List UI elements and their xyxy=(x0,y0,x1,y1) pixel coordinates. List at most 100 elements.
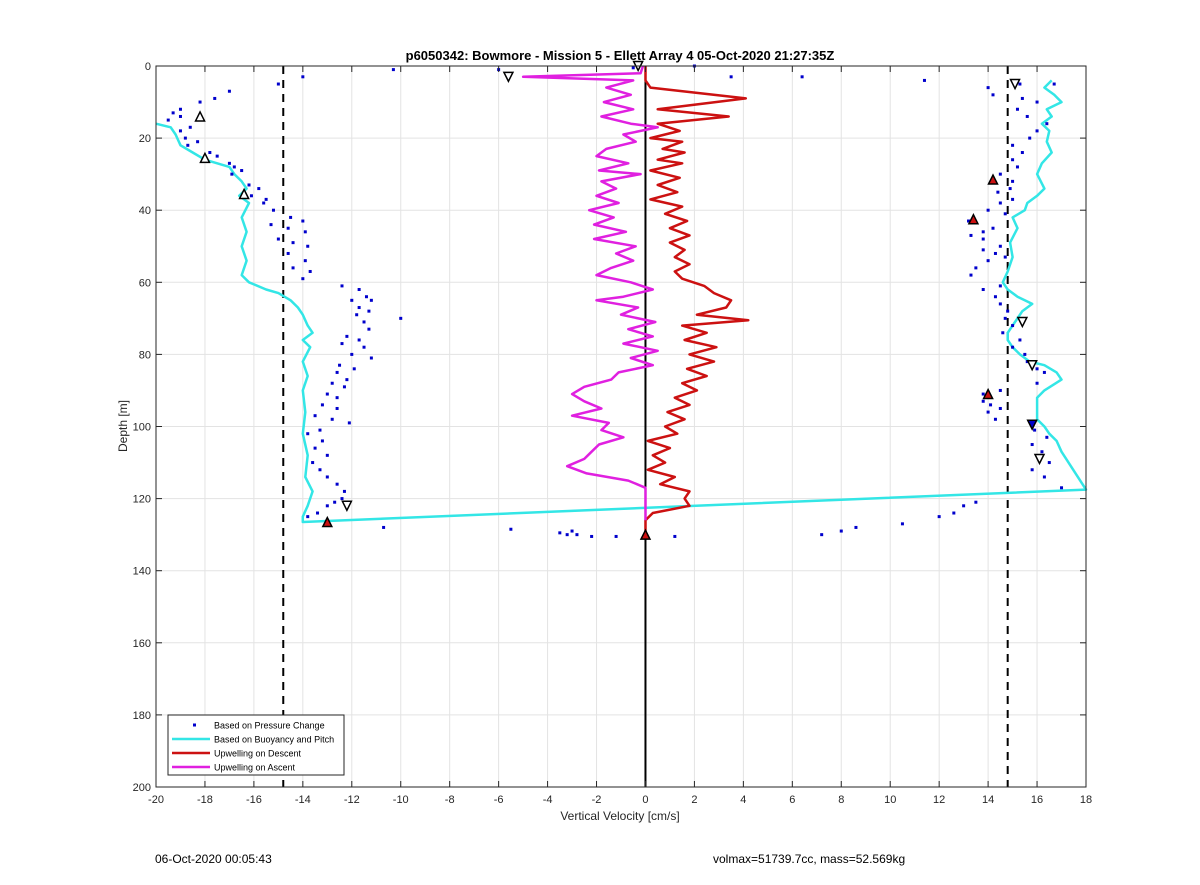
pressure-change-points xyxy=(166,64,1064,538)
pressure-change-point xyxy=(1008,187,1012,191)
pressure-change-point xyxy=(981,288,985,292)
pressure-change-point xyxy=(340,342,344,346)
legend-swatch-dot xyxy=(193,723,196,727)
pressure-change-point xyxy=(303,259,307,263)
down-triangle-marker xyxy=(1026,419,1038,431)
pressure-change-point xyxy=(335,482,339,486)
pressure-change-point xyxy=(673,534,677,538)
pressure-change-point xyxy=(340,497,344,501)
down-triangle-marker xyxy=(341,500,353,512)
pressure-change-point xyxy=(325,475,329,479)
pressure-change-point xyxy=(352,367,356,371)
pressure-change-point xyxy=(367,327,371,331)
pressure-change-point xyxy=(208,151,212,155)
up-triangle-marker xyxy=(199,151,211,164)
down-triangle-marker xyxy=(1033,453,1046,466)
x-tick-label: 0 xyxy=(642,794,648,806)
pressure-change-point xyxy=(1001,331,1005,335)
pressure-change-point xyxy=(1025,360,1029,364)
up-triangle-marker xyxy=(321,515,334,528)
x-tick-label: 18 xyxy=(1080,794,1092,806)
y-tick-label: 60 xyxy=(139,277,151,289)
pressure-change-point xyxy=(350,298,354,302)
pressure-change-point xyxy=(318,468,322,472)
pressure-change-point xyxy=(320,403,324,407)
y-tick-label: 180 xyxy=(133,710,151,722)
reference-lines xyxy=(282,66,1009,787)
pressure-change-point xyxy=(1047,461,1051,465)
down-triangle-marker xyxy=(1016,316,1029,329)
pressure-change-point xyxy=(362,345,366,349)
pressure-change-point xyxy=(286,251,290,255)
pressure-change-point xyxy=(227,161,231,165)
pressure-change-point xyxy=(993,251,997,255)
legend-box xyxy=(167,714,345,776)
up-triangle-marker xyxy=(967,213,980,225)
pressure-change-point xyxy=(981,230,985,234)
pressure-change-point xyxy=(355,313,359,317)
x-tick-label: -12 xyxy=(344,794,360,806)
pressure-change-point xyxy=(369,298,373,302)
pressure-change-point xyxy=(1028,136,1032,140)
pressure-change-point xyxy=(399,316,403,320)
pressure-change-point xyxy=(196,140,200,144)
x-tick-label: 10 xyxy=(884,794,896,806)
pressure-change-point xyxy=(364,295,368,299)
footer-timestamp: 06-Oct-2020 00:05:43 xyxy=(155,852,272,866)
pressure-change-point xyxy=(998,201,1002,205)
pressure-change-point xyxy=(1003,255,1007,259)
pressure-change-point xyxy=(1020,151,1024,155)
pressure-change-point xyxy=(998,388,1002,392)
pressure-change-point xyxy=(1011,345,1015,349)
pressure-change-point xyxy=(1035,367,1039,371)
y-tick-label: 120 xyxy=(133,494,151,506)
pressure-change-point xyxy=(345,378,349,382)
pressure-change-point xyxy=(967,219,971,223)
y-tick-label: 80 xyxy=(139,349,151,361)
pressure-change-point xyxy=(1015,165,1019,169)
pressure-change-point xyxy=(575,533,579,537)
pressure-change-point xyxy=(325,504,329,508)
pressure-change-point xyxy=(922,78,926,82)
y-tick-label: 100 xyxy=(133,422,151,434)
turnaround-markers xyxy=(194,60,1046,540)
pressure-change-point xyxy=(1042,475,1046,479)
pressure-change-point xyxy=(1030,443,1034,447)
pressure-change-point xyxy=(969,273,973,277)
up-triangle-marker xyxy=(982,387,994,400)
x-axis-label: Vertical Velocity [cm/s] xyxy=(560,809,679,823)
pressure-change-point xyxy=(276,82,280,86)
pressure-change-point xyxy=(271,208,275,212)
down-triangle-marker xyxy=(1009,78,1021,91)
pressure-change-point xyxy=(1033,428,1037,432)
pressure-change-point xyxy=(166,118,170,122)
chart-title: p6050342: Bowmore - Mission 5 - Ellett A… xyxy=(406,48,835,63)
pressure-change-point xyxy=(325,453,329,457)
legend-label: Upwelling on Ascent xyxy=(214,763,296,773)
x-tick-label: -4 xyxy=(543,794,553,806)
pressure-change-point xyxy=(232,165,236,169)
pressure-change-point xyxy=(1052,82,1056,86)
x-tick-label: -10 xyxy=(393,794,409,806)
pressure-change-point xyxy=(369,356,373,360)
pressure-change-point xyxy=(342,489,346,493)
pressure-change-point xyxy=(313,446,317,450)
pressure-change-point xyxy=(1030,468,1034,472)
pressure-change-point xyxy=(257,187,261,191)
pressure-change-point xyxy=(183,136,187,140)
pressure-change-point xyxy=(1060,486,1064,490)
pressure-change-point xyxy=(854,525,858,529)
pressure-change-point xyxy=(316,511,320,515)
pressure-change-point xyxy=(289,215,293,219)
up-triangle-marker xyxy=(987,173,999,185)
x-tick-label: -8 xyxy=(445,794,455,806)
pressure-change-point xyxy=(820,533,824,537)
upwelling-on-descent-line xyxy=(644,66,750,535)
pressure-change-point xyxy=(391,68,395,72)
pressure-change-point xyxy=(335,406,339,410)
pressure-change-point xyxy=(1011,324,1015,328)
pressure-change-point xyxy=(247,183,251,187)
pressure-change-point xyxy=(1035,129,1039,133)
pressure-change-point xyxy=(989,403,993,407)
pressure-change-point xyxy=(215,154,219,158)
